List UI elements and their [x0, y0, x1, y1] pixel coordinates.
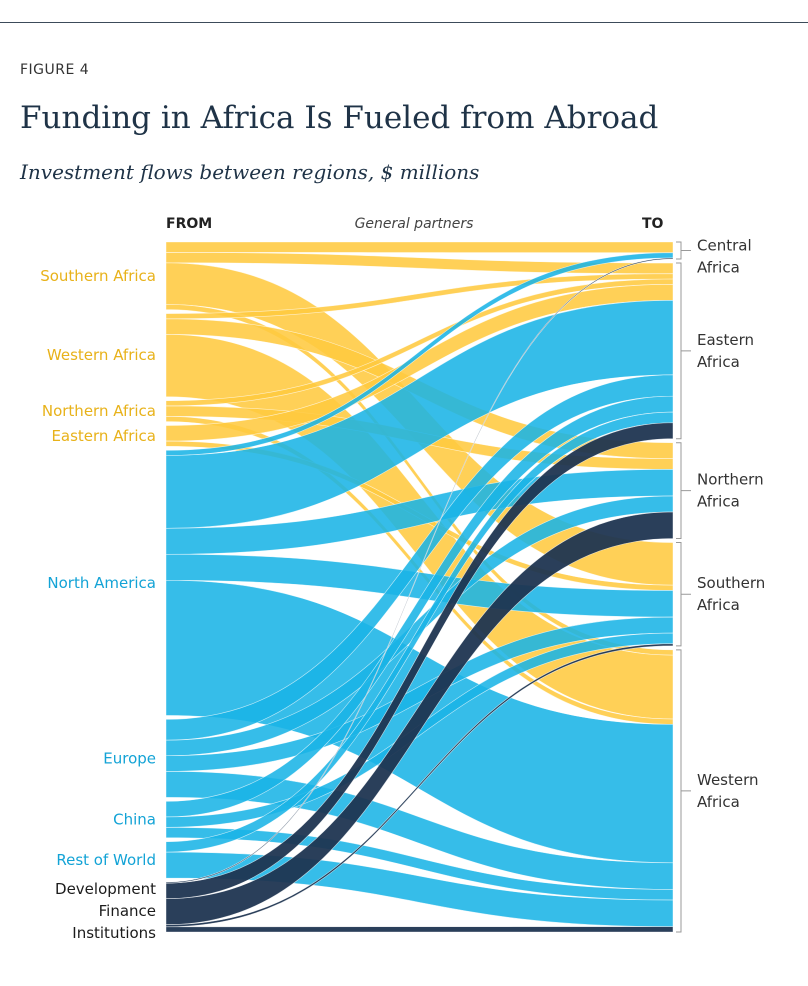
header-general-partners: General partners — [355, 216, 474, 232]
target-label-eastern-africa: Eastern Africa — [697, 331, 754, 371]
bracket-northern-africa — [676, 442, 691, 540]
bracket-eastern-africa — [676, 262, 691, 440]
target-label-southern-africa: Southern Africa — [697, 574, 765, 614]
top-rule — [0, 22, 808, 23]
flow-southern-africa-to-central-africa — [165, 241, 674, 253]
flow-development-finance-institutions-to-eastern-africa — [165, 422, 674, 900]
bracket-southern-africa — [676, 542, 691, 647]
source-label-rest-of-world: Rest of World — [56, 851, 156, 869]
flow-development-finance-institutions-to-central-africa — [165, 257, 674, 884]
flows-group — [165, 241, 674, 933]
target-labels: Central Africa Eastern Africa Northern Africa… — [697, 237, 765, 811]
flow-development-finance-institutions-to-southern-africa — [165, 643, 674, 928]
source-labels: Southern Africa Western Africa Northern Af… — [40, 267, 156, 942]
source-label-europe: Europe — [103, 749, 156, 767]
header-to: TO — [642, 216, 664, 232]
source-label-western-africa: Western Africa — [47, 346, 156, 364]
chart-subtitle: Investment flows between regions, $ mill… — [20, 160, 480, 184]
source-label-north-america: North America — [47, 574, 156, 592]
header-from: FROM — [166, 216, 212, 232]
target-label-western-africa: Western Africa — [697, 771, 759, 811]
flow-development-finance-institutions-to-western-africa — [165, 926, 674, 933]
source-label-development-finance-institutions: Development Finance Institutions — [55, 880, 156, 942]
source-label-eastern-africa: Eastern Africa — [51, 427, 156, 445]
source-label-southern-africa: Southern Africa — [40, 267, 156, 285]
source-label-china: China — [113, 811, 156, 829]
flow-development-finance-institutions-to-northern-africa — [165, 511, 674, 926]
bracket-central-africa — [676, 241, 691, 260]
source-label-northern-africa: Northern Africa — [42, 402, 156, 420]
bracket-western-africa — [676, 649, 691, 933]
target-label-central-africa: Central Africa — [697, 237, 752, 277]
chart-title: Funding in Africa Is Fueled from Abroad — [20, 100, 659, 136]
target-brackets — [676, 241, 691, 933]
figure-label: FIGURE 4 — [20, 62, 90, 78]
target-label-northern-africa: Northern Africa — [697, 471, 764, 511]
